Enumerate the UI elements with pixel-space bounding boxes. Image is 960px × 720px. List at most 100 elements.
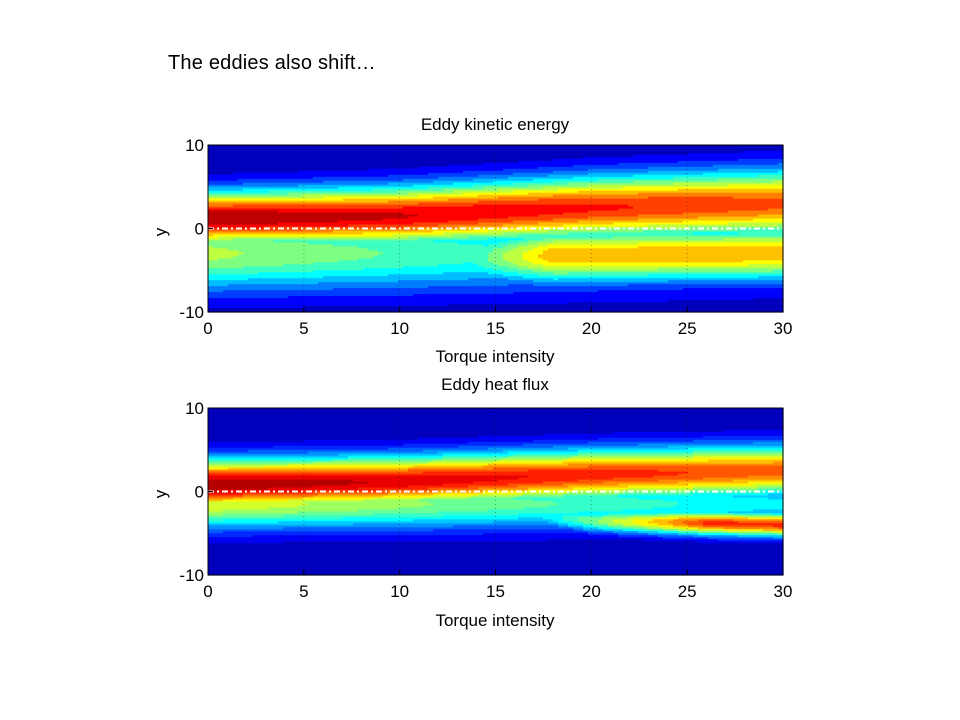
contour-cell	[648, 224, 779, 228]
contour-cell	[613, 521, 634, 524]
contour-cell	[208, 483, 349, 487]
contour-cell	[633, 180, 774, 184]
contour-cell	[218, 258, 359, 261]
contour-cell	[488, 238, 524, 242]
contour-cell	[303, 439, 534, 443]
contour-cell	[208, 427, 784, 431]
contour-cell	[468, 497, 514, 501]
contour-cell	[648, 527, 664, 530]
contour-cell	[263, 226, 404, 230]
contour-cell	[673, 519, 699, 522]
contour-cell	[663, 529, 679, 532]
x-axis-label: Torque intensity	[435, 611, 555, 630]
contour-cell	[533, 178, 599, 182]
contour-cell	[773, 513, 784, 516]
contour-cell	[588, 216, 699, 220]
contour-cell	[488, 272, 519, 275]
contour-cell	[208, 180, 324, 184]
contour-cell	[208, 553, 784, 556]
contour-cell	[453, 182, 514, 186]
contour-cell	[208, 164, 449, 168]
contour-cell	[503, 232, 569, 236]
contour-cell	[553, 218, 639, 222]
contour-cell	[588, 465, 784, 469]
contour-cell	[208, 254, 239, 257]
contour-cell	[683, 220, 784, 224]
contour-cell	[728, 531, 774, 534]
contour-cell	[373, 513, 519, 516]
contour-cell	[208, 481, 369, 485]
contour-cell	[723, 238, 784, 242]
contour-cell	[693, 451, 784, 455]
contour-cell	[478, 264, 499, 267]
contour-cell	[208, 559, 784, 562]
contour-cell	[373, 188, 444, 192]
contour-cell	[418, 194, 479, 198]
contour-cell	[208, 557, 784, 560]
chart-title: Eddy kinetic energy	[421, 115, 570, 134]
contour-cell	[578, 511, 729, 514]
contour-cell	[488, 258, 504, 261]
contour-cell	[218, 236, 409, 240]
contour-cell	[753, 483, 784, 487]
contour-cell	[538, 256, 784, 259]
contour-cell	[208, 190, 269, 194]
contour-cell	[268, 487, 359, 491]
x-tick-label: 15	[486, 319, 505, 338]
contour-cell	[603, 481, 679, 485]
contour-cell	[348, 455, 444, 459]
contour-cell	[618, 535, 659, 538]
contour-cell	[233, 256, 374, 259]
contour-cell	[643, 529, 664, 532]
contour-cell	[633, 515, 669, 518]
contour-cell	[223, 499, 289, 503]
contour-cell	[208, 409, 784, 413]
contour-cell	[248, 449, 424, 453]
contour-cell	[558, 188, 679, 192]
contour-cell	[638, 242, 784, 246]
contour-cell	[393, 234, 454, 238]
contour-cell	[208, 435, 479, 439]
contour-cell	[438, 491, 484, 495]
contour-cell	[543, 517, 564, 520]
contour-cell	[208, 531, 224, 534]
x-tick-label: 20	[582, 319, 601, 338]
contour-cell	[348, 483, 444, 487]
contour-cell	[253, 535, 619, 538]
contour-cell	[618, 533, 649, 536]
contour-cell	[558, 503, 679, 507]
contour-cell	[208, 545, 784, 548]
contour-cell	[743, 150, 784, 154]
contour-cell	[523, 254, 539, 257]
contour-cell	[773, 461, 784, 465]
contour-cell	[258, 272, 444, 275]
contour-cell	[448, 220, 514, 224]
contour-cell	[658, 531, 679, 534]
contour-cell	[208, 511, 299, 514]
slide-title: The eddies also shift…	[168, 52, 376, 74]
contour-cell	[433, 503, 559, 507]
contour-cell	[498, 188, 559, 192]
contour-cell	[583, 156, 784, 160]
contour-cell	[518, 272, 554, 275]
contour-cell	[283, 515, 444, 518]
contour-cell	[773, 537, 784, 540]
contour-cell	[573, 176, 674, 180]
contour-cell	[208, 278, 249, 281]
contour-cell	[568, 523, 584, 526]
contour-cell	[208, 228, 304, 232]
contour-cell	[433, 529, 574, 532]
contour-cell	[508, 278, 554, 281]
contour-cell	[208, 565, 784, 568]
contour-cell	[433, 495, 474, 499]
contour-cell	[583, 525, 594, 528]
contour-cell	[473, 481, 544, 485]
contour-cell	[343, 198, 449, 202]
contour-cell	[333, 244, 484, 247]
contour-cell	[628, 485, 694, 489]
contour-cell	[518, 485, 569, 489]
contour-cell	[463, 262, 474, 265]
contour-cell	[553, 194, 784, 198]
contour-cell	[568, 463, 784, 467]
contour-cell	[683, 212, 784, 216]
